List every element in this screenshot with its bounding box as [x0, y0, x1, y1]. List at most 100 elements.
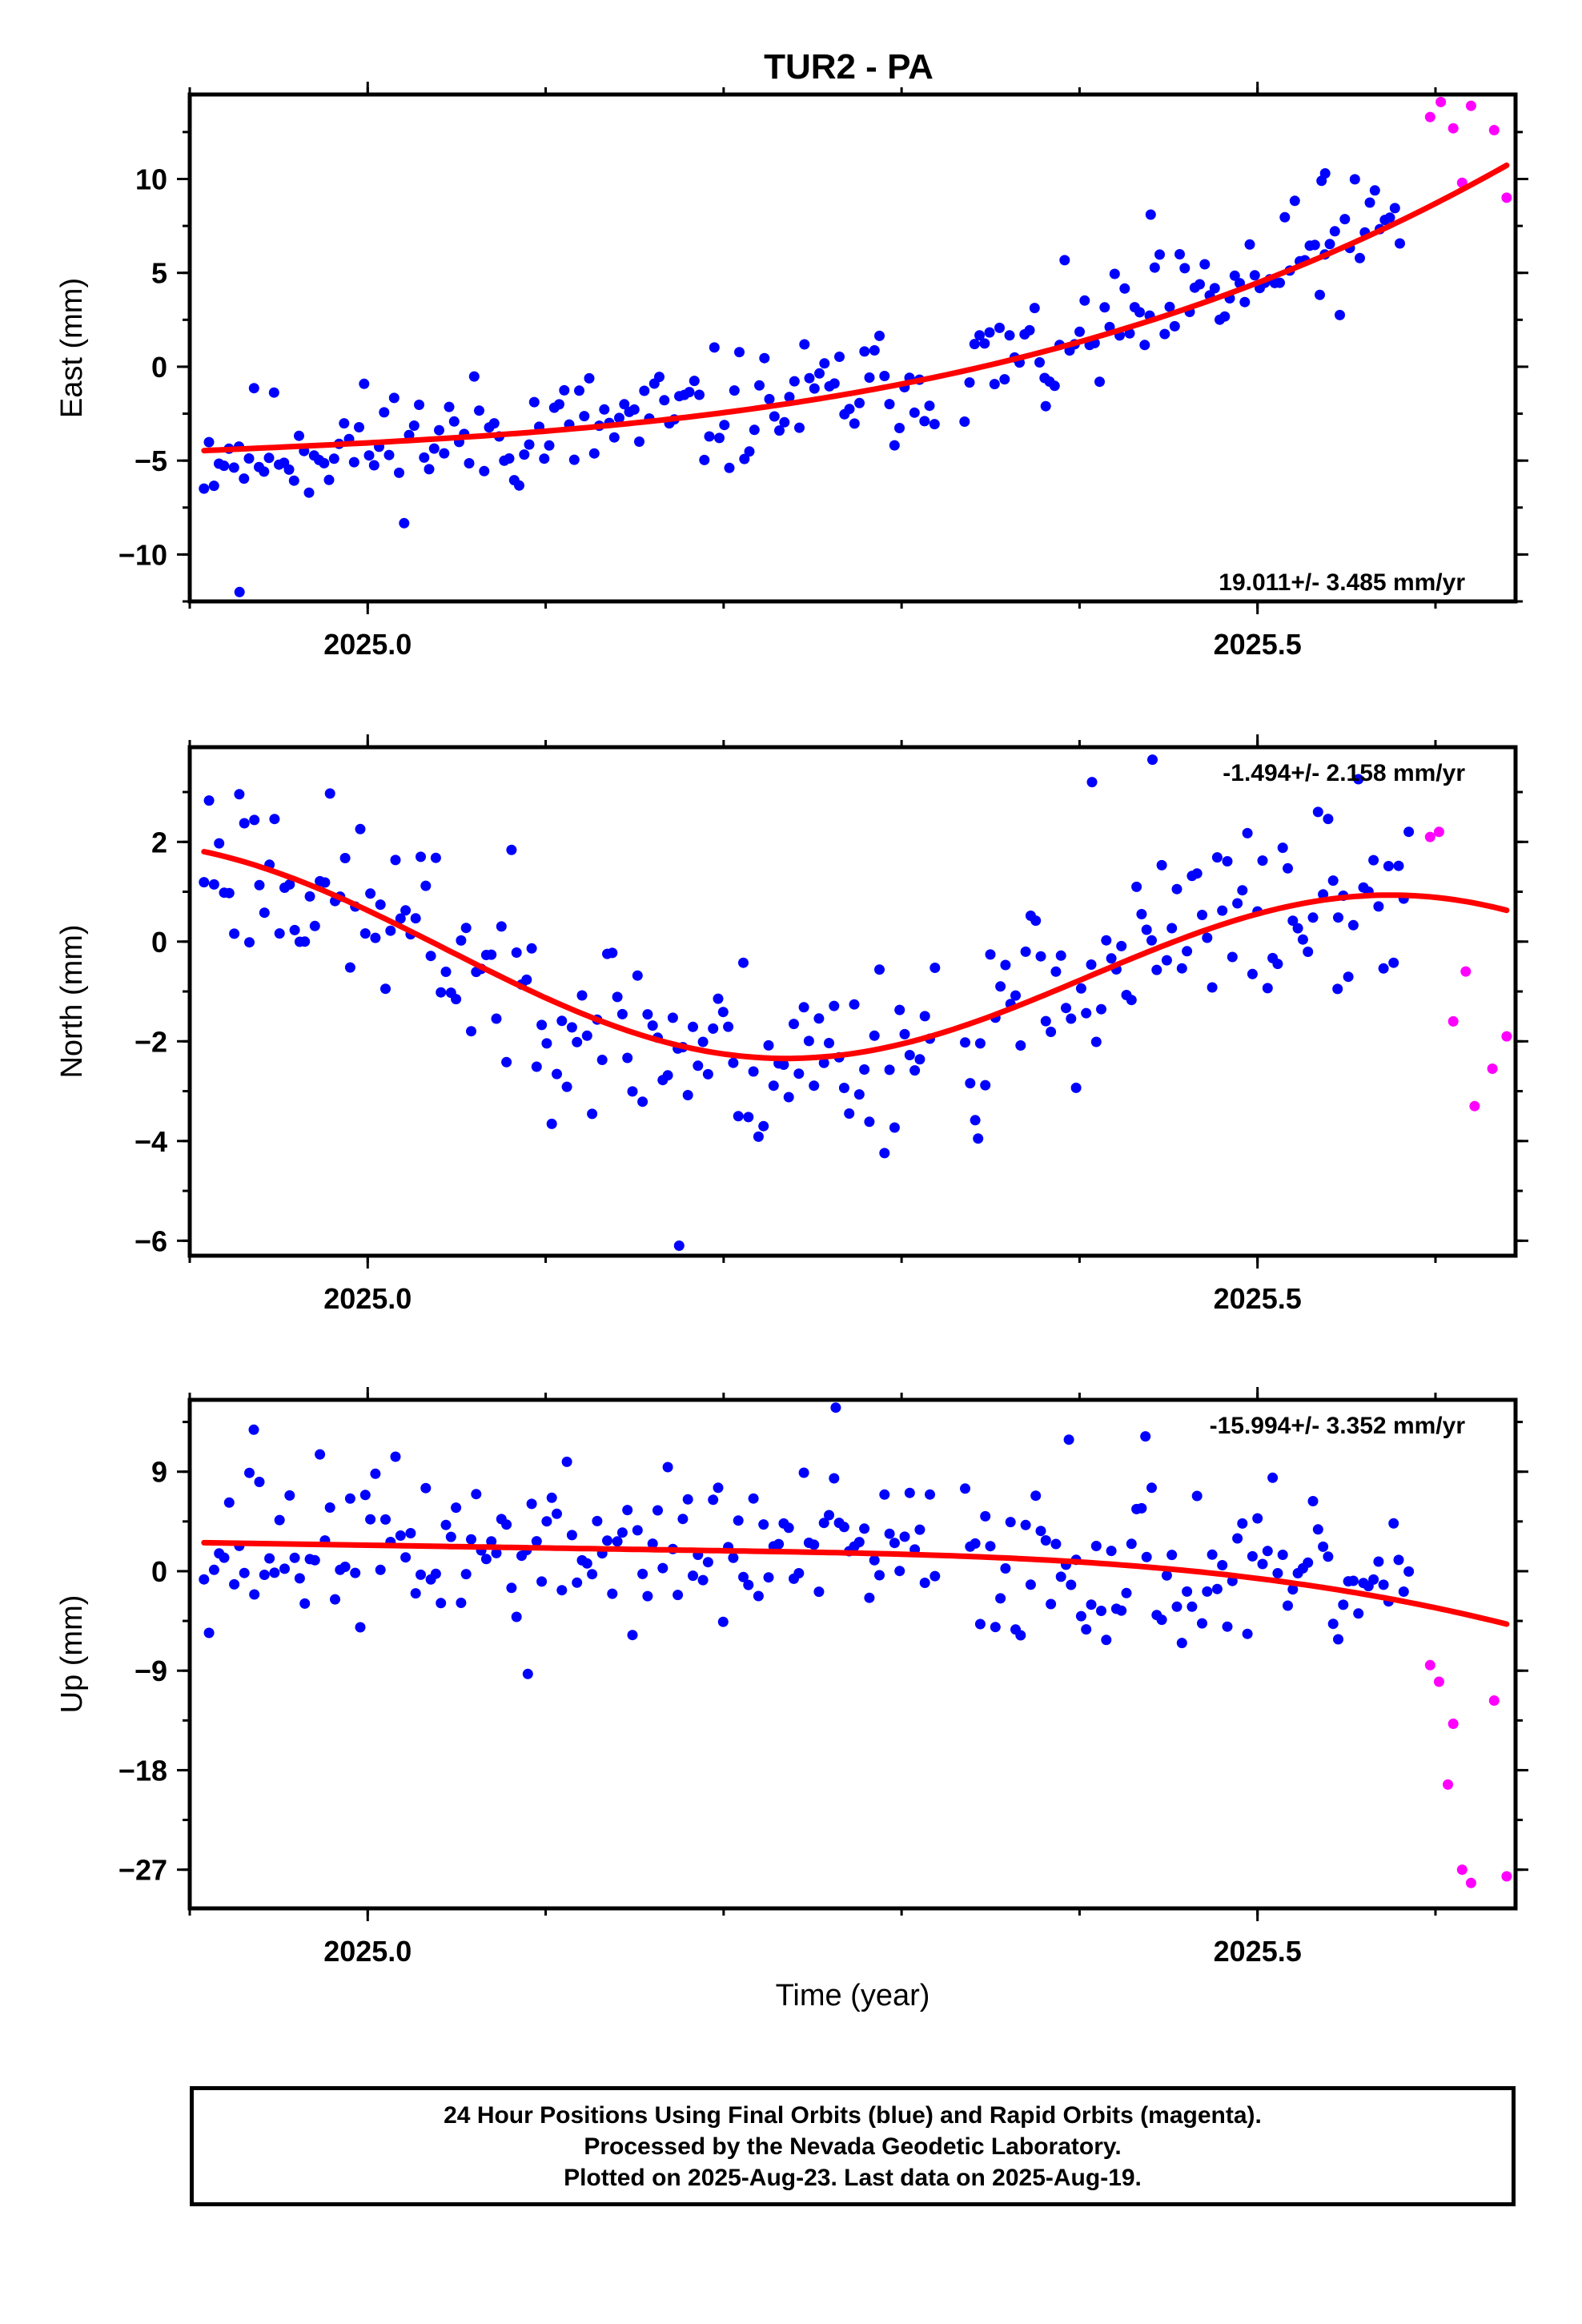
final-point	[1364, 197, 1375, 208]
final-point	[1307, 912, 1319, 923]
final-point	[754, 380, 765, 391]
final-point	[1161, 1570, 1172, 1581]
final-point	[1353, 774, 1364, 785]
final-point	[536, 1019, 548, 1031]
final-point	[511, 947, 522, 958]
final-point	[1146, 935, 1157, 946]
final-point	[919, 416, 930, 427]
final-point	[719, 420, 730, 431]
final-point	[960, 1483, 970, 1494]
final-point	[1046, 1027, 1057, 1037]
final-point	[884, 1528, 895, 1539]
final-point	[704, 431, 715, 442]
final-point	[1136, 1502, 1147, 1514]
final-point	[783, 1522, 794, 1534]
final-point	[1070, 1082, 1082, 1093]
final-point	[803, 1035, 814, 1047]
final-point	[456, 1598, 467, 1608]
final-point	[370, 1468, 381, 1479]
rapid-point	[1501, 192, 1512, 203]
final-point	[729, 385, 740, 396]
final-point	[1049, 380, 1060, 392]
final-point	[1287, 915, 1299, 927]
final-point	[1034, 357, 1045, 368]
final-point	[804, 372, 815, 384]
final-point	[1154, 249, 1165, 260]
final-point	[1277, 1550, 1288, 1560]
final-point	[738, 957, 749, 968]
final-point	[1283, 1600, 1293, 1611]
final-point	[682, 1494, 693, 1505]
final-point	[1247, 1550, 1258, 1562]
final-point	[395, 1530, 406, 1541]
final-point	[479, 465, 490, 476]
final-point	[299, 936, 311, 947]
final-point	[758, 1120, 769, 1132]
final-point	[234, 789, 245, 800]
final-point	[1287, 1584, 1299, 1595]
final-point	[581, 1030, 592, 1041]
final-point	[576, 990, 588, 1001]
final-point	[1086, 959, 1097, 970]
rapid-point	[1447, 1015, 1459, 1027]
final-point	[924, 400, 935, 412]
final-point	[697, 1036, 709, 1047]
final-point	[359, 378, 370, 389]
final-point	[769, 411, 780, 422]
final-point	[521, 974, 532, 985]
final-point	[408, 420, 420, 431]
final-point	[263, 452, 275, 464]
y-tick-label-east-4: 10	[135, 163, 167, 196]
final-point	[879, 1148, 890, 1159]
final-point	[622, 1505, 633, 1516]
final-point	[416, 1569, 426, 1580]
y-axis-label-east: East (mm)	[55, 278, 89, 418]
final-point	[874, 1570, 885, 1581]
final-point	[1166, 923, 1178, 934]
final-point	[229, 1578, 240, 1590]
final-point	[568, 454, 580, 465]
final-point	[1121, 1587, 1132, 1598]
final-point	[304, 891, 315, 902]
final-point	[654, 372, 665, 383]
final-point	[355, 1622, 366, 1633]
final-point	[414, 400, 424, 410]
final-point	[637, 1096, 648, 1108]
data-layer-up	[199, 1402, 1512, 1888]
final-point	[995, 1593, 1006, 1604]
x-axis-label: Time (year)	[776, 1979, 930, 2012]
final-point	[930, 1570, 941, 1582]
final-point	[430, 852, 441, 863]
final-point	[657, 1562, 669, 1574]
final-point	[985, 949, 996, 960]
final-point	[919, 1578, 930, 1588]
final-point	[1197, 910, 1207, 920]
final-point	[677, 1514, 689, 1525]
final-point	[1140, 1431, 1151, 1442]
final-point	[436, 1598, 447, 1609]
final-point	[779, 416, 790, 428]
final-point	[283, 464, 295, 475]
final-point	[889, 440, 900, 451]
final-point	[1195, 279, 1205, 290]
y-tick-label-east-2: 0	[151, 351, 167, 384]
final-point	[813, 1586, 825, 1598]
final-point	[1086, 777, 1098, 788]
final-point	[354, 422, 364, 432]
final-point	[491, 1547, 502, 1558]
final-point	[592, 1515, 603, 1526]
rapid-point	[1435, 96, 1447, 107]
final-point	[753, 1131, 764, 1142]
data-layer-north	[199, 754, 1512, 1251]
final-point	[763, 1572, 774, 1583]
rapid-point	[1469, 1100, 1480, 1112]
final-point	[514, 480, 524, 491]
final-point	[627, 1086, 638, 1097]
final-point	[1222, 1621, 1233, 1632]
x-tick-label-north-0: 2025.0	[323, 1282, 412, 1315]
final-point	[667, 1012, 678, 1023]
final-point	[254, 1477, 265, 1487]
rate-label-east: 19.011+/- 3.485 mm/yr	[1219, 569, 1465, 596]
final-point	[1279, 211, 1291, 223]
